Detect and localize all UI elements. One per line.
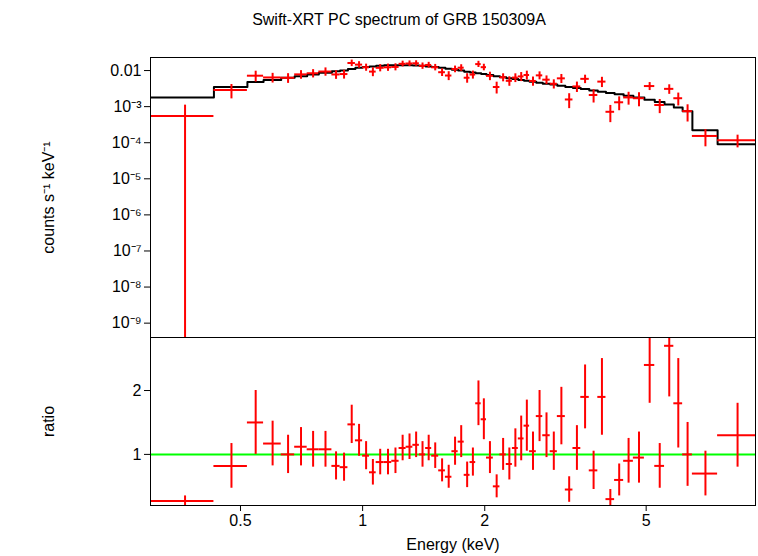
svg-text:10⁻⁷: 10⁻⁷ (113, 242, 142, 259)
svg-text:2: 2 (133, 382, 142, 399)
html-text:Swift-XRT PC spectrum of GRB 1: Swift-XRT PC spectrum of GRB 150309A (252, 11, 546, 28)
svg-text:1: 1 (358, 512, 367, 529)
svg-text:ratio: ratio (40, 406, 57, 437)
svg-text:10⁻⁴: 10⁻⁴ (112, 134, 142, 151)
svg-text:counts s⁻¹ keV⁻¹: counts s⁻¹ keV⁻¹ (40, 141, 57, 253)
svg-text:Energy (keV): Energy (keV) (406, 536, 499, 553)
svg-text:1: 1 (133, 446, 142, 463)
svg-text:5: 5 (642, 512, 651, 529)
svg-text:2: 2 (480, 512, 489, 529)
svg-text:10⁻⁹: 10⁻⁹ (112, 314, 142, 331)
svg-text:10⁻⁸: 10⁻⁸ (112, 278, 142, 295)
svg-text:10⁻⁵: 10⁻⁵ (112, 170, 141, 187)
svg-text:10⁻⁶: 10⁻⁶ (112, 206, 141, 223)
svg-text:0.01: 0.01 (110, 62, 141, 79)
svg-text:0.5: 0.5 (229, 512, 251, 529)
svg-text:10⁻³: 10⁻³ (113, 98, 142, 115)
